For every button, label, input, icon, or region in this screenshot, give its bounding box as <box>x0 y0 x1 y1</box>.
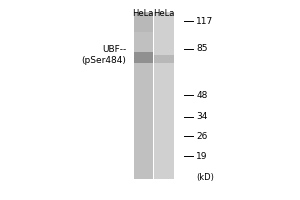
Bar <box>134 52 153 63</box>
Text: 19: 19 <box>196 152 208 161</box>
Text: (pSer484): (pSer484) <box>81 56 126 65</box>
Bar <box>154 12 174 179</box>
Text: 26: 26 <box>196 132 207 141</box>
Text: 48: 48 <box>196 91 207 100</box>
Text: 34: 34 <box>196 112 207 121</box>
Text: HeLa: HeLa <box>132 9 154 18</box>
Bar <box>134 12 153 179</box>
Bar <box>134 12 153 32</box>
Text: (kD): (kD) <box>196 173 214 182</box>
Text: 85: 85 <box>196 44 208 53</box>
Text: HeLa: HeLa <box>154 9 175 18</box>
Bar <box>154 55 174 63</box>
Text: UBF--: UBF-- <box>102 45 126 54</box>
Text: 117: 117 <box>196 17 213 26</box>
